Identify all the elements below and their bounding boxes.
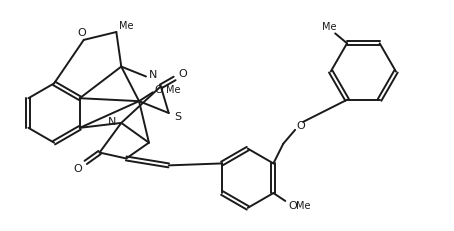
Text: Me: Me — [322, 22, 336, 32]
Text: Me: Me — [119, 21, 133, 31]
Text: O: O — [289, 200, 297, 210]
Text: O: O — [74, 164, 82, 174]
Text: O: O — [77, 28, 86, 38]
Text: Me: Me — [167, 85, 181, 95]
Text: Me: Me — [296, 200, 311, 210]
Text: N: N — [108, 116, 117, 126]
Text: O: O — [297, 120, 306, 130]
Text: N: N — [149, 70, 157, 80]
Text: S: S — [174, 112, 181, 122]
Text: O: O — [154, 85, 163, 95]
Text: O: O — [178, 68, 187, 78]
